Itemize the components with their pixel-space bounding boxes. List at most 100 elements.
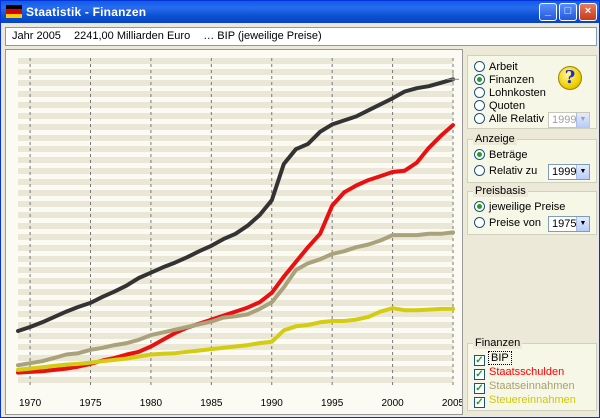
preisbasis-label: Preisbasis (473, 185, 528, 197)
radio-finanzen[interactable]: Finanzen (474, 74, 534, 87)
radio-finanzen-label: Finanzen (489, 74, 535, 86)
finance-chart[interactable]: 1970 1975 1980 1985 1990 1995 2000 2005 (6, 50, 462, 414)
radio-finanzen-circle[interactable] (474, 74, 485, 85)
check-staatseinnahmen[interactable]: ✓ Staatseinnahmen (474, 380, 575, 394)
x-tick-label: 2005 (442, 398, 462, 409)
grid-band (18, 377, 453, 383)
preisbasis-group: Preisbasis jeweilige Preise Preise von 1… (467, 185, 597, 235)
maximize-button[interactable]: □ (559, 3, 577, 21)
check-staatsschulden-box[interactable]: ✓ (474, 369, 485, 380)
grid-band (18, 212, 453, 218)
grid-band (18, 256, 453, 262)
check-steuereinnahmen-label: Steuereinnahmen (489, 394, 576, 406)
radio-quoten-label: Quoten (489, 100, 526, 112)
radio-arbeit-label: Arbeit (489, 61, 518, 73)
radio-relativ-zu[interactable]: Relativ zu (474, 165, 537, 178)
radio-relativ-zu-label: Relativ zu (489, 165, 538, 177)
grid-band (18, 311, 453, 317)
alle-relativ-year-select: 1999 ▼ (548, 112, 590, 128)
info-value: 2241,00 Milliarden Euro (74, 30, 191, 42)
x-tick-label: 1970 (19, 398, 42, 409)
grid-band (18, 366, 453, 372)
check-steuereinnahmen[interactable]: ✓ Steuereinnahmen (474, 394, 576, 408)
series-line-staatseinnahmen (16, 230, 455, 368)
radio-preise-von-label: Preise von (489, 217, 541, 229)
grid-band (18, 289, 453, 295)
finanzen-legend-group: Finanzen ✓ BIP ✓ Staatsschulden ✓ Staatsein… (467, 337, 597, 411)
radio-betraege[interactable]: Beträge (474, 149, 528, 162)
finanzen-label: Finanzen (473, 337, 523, 349)
info-bar: Jahr 2005 2241,00 Milliarden Euro … BIP … (5, 27, 597, 46)
radio-jeweilige-preise-circle[interactable] (474, 201, 485, 212)
x-tick-label: 2000 (381, 398, 404, 409)
grid-band (18, 245, 453, 251)
grid-band (18, 146, 453, 152)
x-tick-label: 1975 (79, 398, 102, 409)
radio-jeweilige-preise[interactable]: jeweilige Preise (474, 201, 565, 214)
grid-band (18, 69, 453, 75)
radio-preise-von-circle[interactable] (474, 217, 485, 228)
category-group: Arbeit Finanzen Lohnkosten Quoten Alle R… (467, 55, 597, 129)
minimize-button[interactable]: _ (539, 3, 557, 21)
check-staatseinnahmen-box[interactable]: ✓ (474, 383, 485, 394)
relativ-zu-year-select[interactable]: 1999 ▼ (548, 164, 590, 180)
grid-band (18, 80, 453, 86)
close-button[interactable]: × (579, 3, 597, 21)
radio-preise-von[interactable]: Preise von (474, 217, 541, 230)
radio-quoten-circle[interactable] (474, 100, 485, 111)
radio-alle-relativ[interactable]: Alle Relativ (474, 113, 544, 126)
grid-band (18, 234, 453, 240)
title-bar[interactable]: Staatistik - Finanzen _ □ × (1, 1, 599, 23)
check-bip[interactable]: ✓ BIP (474, 351, 512, 366)
grid-band (18, 333, 453, 339)
grid-band (18, 168, 453, 174)
relativ-zu-year-value: 1999 (552, 166, 577, 178)
info-series: … BIP (jeweilige Preise) (203, 30, 322, 42)
radio-lohnkosten-circle[interactable] (474, 87, 485, 98)
check-staatsschulden[interactable]: ✓ Staatsschulden (474, 366, 564, 380)
chart-panel[interactable]: 1970 1975 1980 1985 1990 1995 2000 2005 (5, 49, 463, 415)
grid-band (18, 267, 453, 273)
info-year: Jahr 2005 (12, 30, 61, 42)
grid-band (18, 113, 453, 119)
grid-band (18, 58, 453, 64)
check-staatseinnahmen-label: Staatseinnahmen (489, 380, 575, 392)
chevron-down-icon[interactable]: ▼ (576, 165, 589, 179)
radio-alle-relativ-label: Alle Relativ (489, 113, 545, 125)
radio-arbeit[interactable]: Arbeit (474, 61, 518, 74)
radio-quoten[interactable]: Quoten (474, 100, 525, 113)
check-bip-label: BIP (488, 351, 512, 365)
grid-band (18, 124, 453, 130)
x-tick-label: 1990 (261, 398, 284, 409)
x-tick-label: 1980 (140, 398, 163, 409)
preise-von-year-select[interactable]: 1975 ▼ (548, 216, 590, 232)
flag-stripe-gold (6, 13, 22, 18)
grid-band (18, 201, 453, 207)
grid-band (18, 278, 453, 284)
series-line-steuereinnahmen (16, 306, 455, 372)
german-flag-icon (6, 5, 22, 18)
grid-band (18, 355, 453, 361)
grid-band (18, 102, 453, 108)
chevron-down-icon[interactable]: ▼ (576, 217, 589, 231)
x-tick-label: 1995 (321, 398, 344, 409)
radio-alle-relativ-circle[interactable] (474, 113, 485, 124)
anzeige-label: Anzeige (473, 133, 517, 145)
chevron-down-icon: ▼ (576, 113, 589, 127)
check-steuereinnahmen-box[interactable]: ✓ (474, 397, 485, 408)
radio-lohnkosten[interactable]: Lohnkosten (474, 87, 546, 100)
radio-betraege-circle[interactable] (474, 149, 485, 160)
preise-von-year-value: 1975 (552, 218, 577, 230)
grid-band (18, 322, 453, 328)
alle-relativ-year-value: 1999 (552, 114, 577, 126)
radio-arbeit-circle[interactable] (474, 61, 485, 72)
grid-band (18, 157, 453, 163)
help-icon[interactable]: ? (558, 66, 582, 90)
grid-band (18, 179, 453, 185)
series-line-bip (16, 77, 455, 333)
radio-relativ-zu-circle[interactable] (474, 165, 485, 176)
check-bip-box[interactable]: ✓ (474, 355, 485, 366)
grid-band (18, 135, 453, 141)
radio-betraege-label: Beträge (489, 149, 528, 161)
